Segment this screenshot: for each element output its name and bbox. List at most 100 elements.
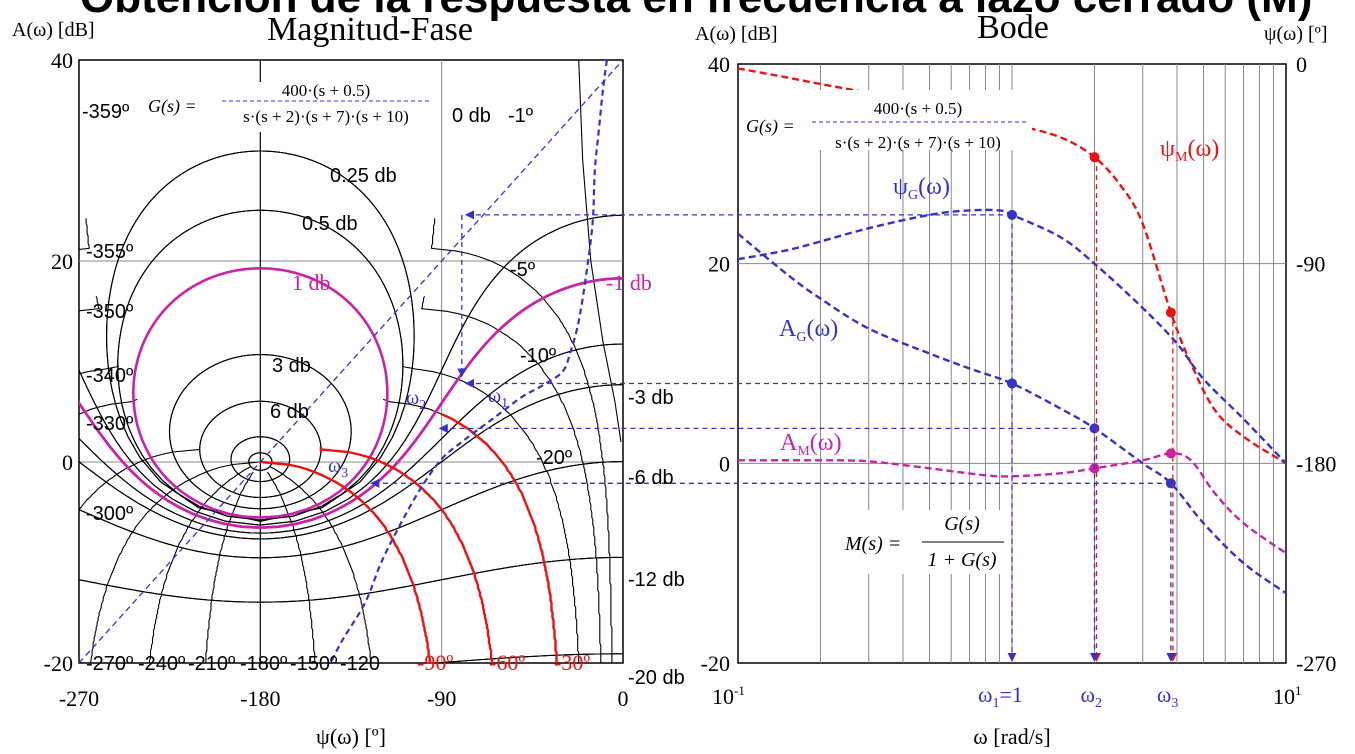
right-tf-num: 400·(s + 0.5)	[874, 99, 962, 118]
plot-labels: -270 -180 -90 0 40 20 0 -20 A(ω) [dB] ψ(ω) [º] Mag…	[12, 9, 1336, 749]
m-contour-label: 0.25 db	[330, 165, 397, 187]
label-minus1db: -1 db	[606, 270, 652, 295]
n-contour	[420, 295, 602, 663]
psiM-w2-dot	[1089, 152, 1100, 163]
n-contour-label: -300º	[86, 503, 134, 525]
bode-series	[737, 452, 1287, 555]
n-contour-red	[261, 460, 432, 663]
bode-freq-label: ω3	[1157, 682, 1178, 711]
AM-label: AM(ω)	[780, 430, 842, 459]
left-xtick: -180	[240, 686, 280, 711]
psiG-label: ψG(ω)	[893, 174, 950, 203]
bode-left-ytick: 20	[708, 252, 730, 277]
n-contour-label: -355º	[86, 241, 134, 263]
m-contours	[79, 60, 623, 663]
n-label-red: -60º	[489, 650, 525, 675]
n-contour-label: -5º	[510, 259, 536, 281]
m-contour-label: -6 db	[628, 467, 674, 489]
left-ytick: 20	[51, 249, 73, 274]
right-tf-label: G(s) =	[746, 116, 795, 137]
bode-xtick-max: 101	[1273, 683, 1302, 709]
n-contour	[401, 363, 580, 663]
bode-xlabel: ω [rad/s]	[973, 724, 1050, 749]
n-label-red: -30º	[554, 650, 590, 675]
left-tf-label: G(s) =	[148, 96, 197, 117]
bode-right-ytick: -180	[1296, 451, 1336, 476]
n-contour-label: -1º	[508, 105, 534, 127]
n-contour-label: -20º	[536, 447, 573, 469]
n-contour-label: -330º	[86, 413, 134, 435]
left-title: Magnitud-Fase	[267, 11, 473, 48]
n-contour-label: -150º	[290, 653, 338, 675]
n-contour-label: -210º	[188, 653, 236, 675]
m-contour-mirror	[79, 556, 622, 603]
n-contour-label: -340º	[86, 365, 134, 387]
left-tf-num: 400·(s + 0.5)	[282, 81, 370, 100]
AG-label: AG(ω)	[779, 316, 838, 345]
n-contour-red	[320, 448, 494, 663]
n-contour-1	[578, 60, 622, 442]
bode-right-ytick: -90	[1296, 252, 1325, 277]
bode-series	[737, 232, 1287, 595]
right-tf-bg	[742, 90, 1032, 150]
contour-1db-magenta	[131, 267, 389, 519]
bode-freq-label: ω1=1	[978, 682, 1023, 711]
left-xlabel: ψ(ω) [º]	[316, 724, 386, 749]
closed-loop-den: 1 + G(s)	[927, 549, 996, 571]
left-xtick: -90	[427, 686, 456, 711]
m-contour-mirror	[79, 653, 622, 663]
left-ytick: 0	[62, 450, 73, 475]
left-tf-bg	[176, 82, 430, 132]
m-contour-mirror	[79, 461, 622, 559]
n-contour-label: -240º	[138, 653, 186, 675]
n-contour-label: -359º	[82, 101, 130, 123]
psiM-label: ψM(ω)	[1160, 136, 1219, 165]
closed-loop-label: M(s) =	[844, 533, 901, 555]
n-contour-label: -350º	[86, 301, 134, 323]
m-contour-label: 3 db	[272, 355, 311, 377]
contour-minus1db-magenta-mirror	[79, 277, 622, 530]
AM-w3-dot	[1165, 448, 1176, 459]
m-contour-label: -12 db	[628, 569, 685, 591]
m-contour-label: -3 db	[628, 387, 674, 409]
left-xtick: -270	[59, 686, 99, 711]
right-tf-den: s·(s + 2)·(s + 7)·(s + 10)	[835, 133, 1001, 152]
m-contour-mirror	[79, 384, 622, 540]
magnitude-phase-plot	[78, 59, 624, 664]
n-contour	[431, 218, 613, 663]
bode-left-ytick: -20	[701, 651, 730, 676]
n-contour	[270, 466, 372, 663]
bode-left-ytick: 0	[719, 451, 730, 476]
n-contour-label: -180º	[240, 653, 288, 675]
m-contour-mirror	[79, 343, 622, 534]
bode-right-ytick: -270	[1296, 651, 1336, 676]
n-contour-mirror	[148, 466, 251, 663]
left-xtick: 0	[618, 686, 629, 711]
closed-loop-num: G(s)	[944, 513, 980, 535]
m-contour-label: 6 db	[270, 401, 309, 423]
bode-xtick-min: 10-1	[712, 683, 745, 709]
m-contour-mirror	[79, 214, 622, 526]
bode-right-ylabel: ψ(ω) [º]	[1264, 23, 1328, 45]
bode-title: Bode	[977, 9, 1049, 46]
n-contour	[266, 471, 316, 663]
diagonal-helper	[79, 60, 623, 663]
n-contour-mirror	[79, 448, 200, 511]
bode-left-ylabel: A(ω) [dB]	[695, 23, 778, 45]
m-contour-label: -20 db	[628, 667, 685, 689]
bode-series	[737, 67, 1287, 465]
psiM-w3-dot	[1165, 307, 1176, 318]
n-contour-mirror	[79, 218, 90, 250]
m-contour-label: 0 db	[452, 105, 491, 127]
n-label-red: -90º	[417, 650, 453, 675]
left-ytick: 40	[51, 48, 73, 73]
n-contour-label: -270º	[86, 653, 134, 675]
partial-header: Obtención de la respuesta en frecuencia …	[80, 0, 1312, 22]
left-tf-den: s·(s + 2)·(s + 7)·(s + 10)	[243, 107, 409, 126]
left-w2-label: ω2	[406, 387, 426, 413]
n-contour-red	[441, 413, 558, 663]
left-ytick: -20	[44, 651, 73, 676]
label-1db: 1 db	[292, 270, 331, 295]
connector-lines	[370, 157, 1178, 662]
